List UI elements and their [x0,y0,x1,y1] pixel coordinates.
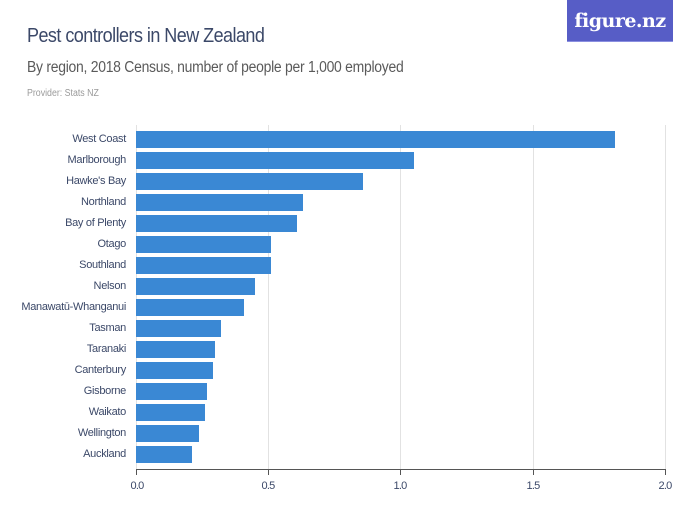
bar-row: West Coast [0,131,700,148]
bar-row: Southland [0,257,700,274]
x-axis-line [136,469,666,470]
bar-label: Marlborough [67,154,127,166]
bar-row: Taranaki [0,341,700,358]
bar-label: Nelson [93,280,127,292]
x-tick [268,469,269,475]
bar-row: Hawke's Bay [0,173,700,190]
bar-row: Bay of Plenty [0,215,700,232]
x-tick-label: 2.0 [658,480,673,492]
provider-text: Provider: Stats NZ [27,88,99,99]
gridline-0.5 [268,125,269,469]
bar-label: West Coast [72,133,126,145]
bar-row: Waikato [0,404,700,421]
gridline-2.0 [665,125,666,469]
bar-row: Canterbury [0,362,700,379]
bar-row: Gisborne [0,383,700,400]
bar[interactable] [136,278,256,295]
bar-label: Auckland [83,448,126,460]
bar-label: Tasman [89,322,126,334]
bar[interactable] [136,320,221,337]
bar-label: Bay of Plenty [65,217,126,229]
bar-row: Nelson [0,278,700,295]
gridline-1.0 [400,125,401,469]
bar-row: Manawatū-Whanganui [0,299,700,316]
x-tick [533,469,534,475]
bar-row: Otago [0,236,700,253]
bar[interactable] [136,152,414,169]
bar[interactable] [136,131,615,148]
bar-label: Wellington [77,427,126,439]
bar-row: Northland [0,194,700,211]
bar[interactable] [136,173,364,190]
x-tick-label: 1.5 [526,480,541,492]
x-tick [136,469,137,475]
bar-row: Wellington [0,425,700,442]
bar[interactable] [136,446,192,463]
bar[interactable] [136,299,245,316]
bar[interactable] [136,257,271,274]
x-tick-label: 0.0 [130,480,145,492]
bar-label: Hawke's Bay [66,175,126,187]
bar[interactable] [136,236,271,253]
bar-label: Manawatū-Whanganui [21,301,126,313]
chart-subtitle: By region, 2018 Census, number of people… [27,59,404,76]
bar-label: Waikato [88,406,127,418]
bar[interactable] [136,425,200,442]
bar[interactable] [136,194,303,211]
bar[interactable] [136,215,298,232]
x-tick [665,469,666,475]
x-tick-label: 0.5 [261,480,276,492]
x-tick-label: 1.0 [393,480,408,492]
bar-row: Auckland [0,446,700,463]
chart-title: Pest controllers in New Zealand [27,25,265,47]
bar[interactable] [136,404,205,421]
bar[interactable] [136,341,216,358]
bar-label: Southland [79,259,126,271]
figure-nz-logo[interactable]: figure.nz [567,0,673,42]
bar-label: Canterbury [74,364,127,376]
bar-label: Northland [81,196,126,208]
bar-label: Taranaki [86,343,126,355]
bar-label: Otago [97,238,127,250]
bar[interactable] [136,362,213,379]
bar-label: Gisborne [83,385,127,397]
bar-row: Tasman [0,320,700,337]
bar[interactable] [136,383,208,400]
gridline-0 [136,125,137,469]
bar-row: Marlborough [0,152,700,169]
x-tick [400,469,401,475]
gridline-1.5 [533,125,534,469]
